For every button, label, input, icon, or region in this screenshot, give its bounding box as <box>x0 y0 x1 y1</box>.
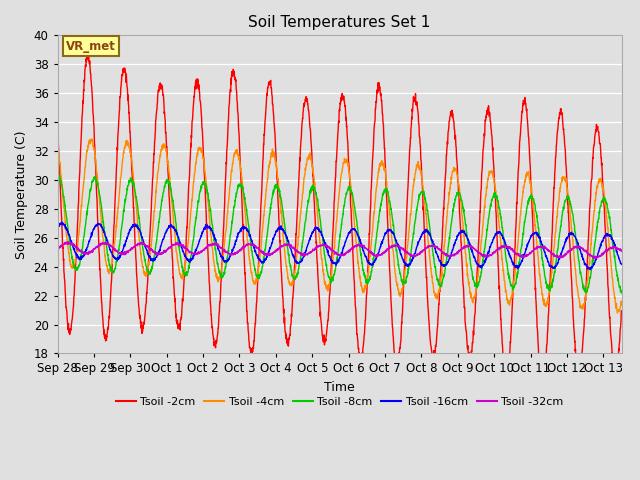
Tsoil -8cm <box>56 172 63 178</box>
Tsoil -4cm <box>614 310 621 316</box>
Tsoil -16cm <box>531 229 539 235</box>
Tsoil -4cm <box>424 238 432 244</box>
Tsoil -32cm <box>54 247 61 252</box>
Line: Tsoil -8cm: Tsoil -8cm <box>58 175 621 293</box>
Tsoil -4cm <box>531 223 539 229</box>
Tsoil -8cm <box>598 200 606 205</box>
Tsoil -32cm <box>343 249 351 255</box>
Tsoil -4cm <box>343 156 351 162</box>
Tsoil -2cm <box>87 76 95 82</box>
Tsoil -8cm <box>531 202 539 208</box>
Line: Tsoil -2cm: Tsoil -2cm <box>58 55 621 386</box>
Tsoil -2cm <box>618 308 625 314</box>
Line: Tsoil -4cm: Tsoil -4cm <box>58 139 621 313</box>
Tsoil -8cm <box>343 189 351 195</box>
Tsoil -16cm <box>58 219 66 225</box>
Y-axis label: Soil Temperature (C): Soil Temperature (C) <box>15 130 28 259</box>
Tsoil -32cm <box>618 249 625 254</box>
Tsoil -8cm <box>618 290 625 296</box>
Tsoil -16cm <box>87 234 95 240</box>
Tsoil -4cm <box>618 302 625 308</box>
Tsoil -32cm <box>531 246 539 252</box>
Tsoil -8cm <box>87 186 95 192</box>
Tsoil -4cm <box>88 136 96 142</box>
Tsoil -2cm <box>531 276 539 281</box>
Tsoil -2cm <box>424 306 432 312</box>
Tsoil -32cm <box>424 243 432 249</box>
Tsoil -32cm <box>598 251 606 256</box>
Tsoil -2cm <box>54 125 61 131</box>
Tsoil -4cm <box>54 146 61 152</box>
Tsoil -4cm <box>87 138 95 144</box>
Tsoil -4cm <box>598 181 606 187</box>
Tsoil -32cm <box>589 255 597 261</box>
Tsoil -2cm <box>407 125 415 131</box>
Tsoil -2cm <box>598 174 606 180</box>
Tsoil -2cm <box>538 383 546 389</box>
Tsoil -2cm <box>84 52 92 58</box>
Tsoil -4cm <box>407 209 415 215</box>
Tsoil -16cm <box>598 238 606 244</box>
Tsoil -32cm <box>65 239 72 245</box>
Tsoil -16cm <box>424 229 432 235</box>
Tsoil -16cm <box>407 260 415 265</box>
Tsoil -32cm <box>87 249 95 254</box>
Tsoil -16cm <box>618 261 625 267</box>
Tsoil -16cm <box>587 267 595 273</box>
Tsoil -8cm <box>424 213 432 219</box>
Tsoil -8cm <box>54 176 61 181</box>
Title: Soil Temperatures Set 1: Soil Temperatures Set 1 <box>248 15 431 30</box>
X-axis label: Time: Time <box>324 381 355 394</box>
Legend: Tsoil -2cm, Tsoil -4cm, Tsoil -8cm, Tsoil -16cm, Tsoil -32cm: Tsoil -2cm, Tsoil -4cm, Tsoil -8cm, Tsoi… <box>111 393 568 411</box>
Text: VR_met: VR_met <box>66 40 116 53</box>
Line: Tsoil -32cm: Tsoil -32cm <box>58 242 621 258</box>
Tsoil -8cm <box>407 250 415 256</box>
Line: Tsoil -16cm: Tsoil -16cm <box>58 222 621 270</box>
Tsoil -16cm <box>54 226 61 232</box>
Tsoil -32cm <box>407 253 415 259</box>
Tsoil -16cm <box>343 235 351 240</box>
Tsoil -2cm <box>343 129 351 135</box>
